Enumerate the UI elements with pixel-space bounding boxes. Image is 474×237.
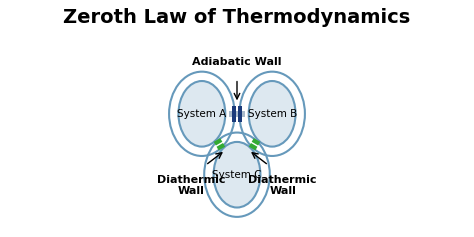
FancyBboxPatch shape <box>214 138 222 146</box>
Text: Zeroth Law of Thermodynamics: Zeroth Law of Thermodynamics <box>64 9 410 27</box>
FancyBboxPatch shape <box>252 138 260 146</box>
FancyBboxPatch shape <box>217 143 225 150</box>
Text: Adiabatic Wall: Adiabatic Wall <box>192 57 282 67</box>
Text: Diathermic
Wall: Diathermic Wall <box>157 175 226 196</box>
Text: System B: System B <box>247 109 297 119</box>
FancyBboxPatch shape <box>232 106 236 122</box>
Ellipse shape <box>178 81 225 147</box>
Text: System C: System C <box>212 170 262 180</box>
Ellipse shape <box>249 81 296 147</box>
FancyBboxPatch shape <box>238 106 242 122</box>
FancyBboxPatch shape <box>249 143 257 150</box>
Text: Diathermic
Wall: Diathermic Wall <box>248 175 317 196</box>
FancyBboxPatch shape <box>228 111 246 117</box>
Ellipse shape <box>214 142 260 208</box>
Text: System A: System A <box>177 109 227 119</box>
